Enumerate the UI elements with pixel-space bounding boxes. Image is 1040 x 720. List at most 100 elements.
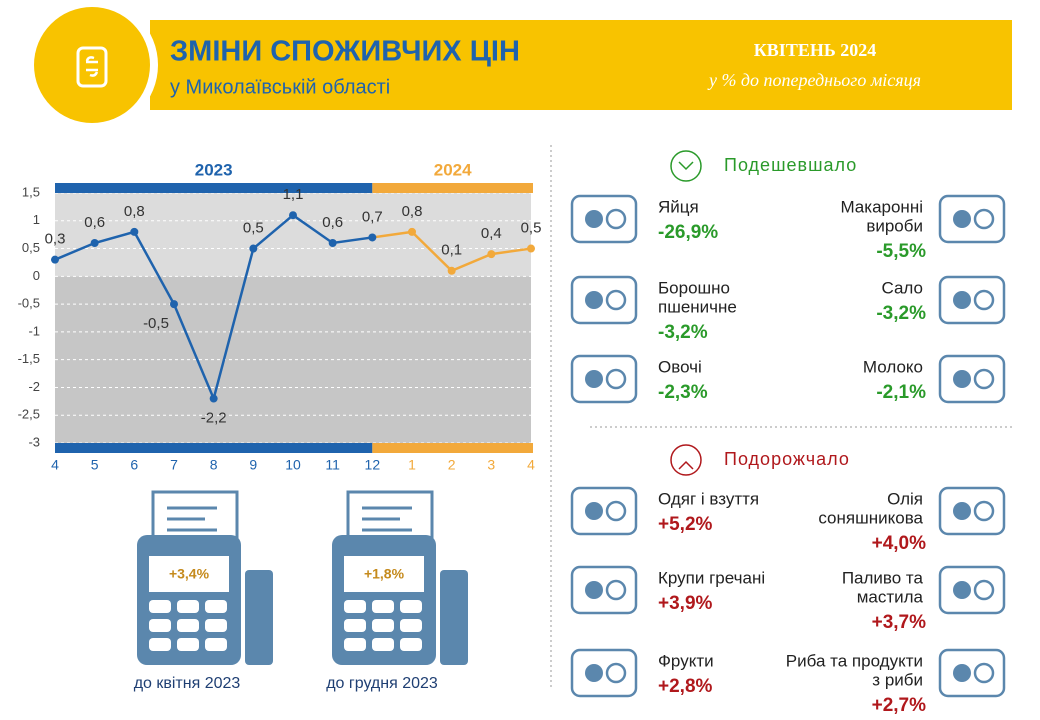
receipt-label: до грудня 2023 xyxy=(326,675,438,692)
terminal-key xyxy=(177,638,199,651)
item-change: +2,8% xyxy=(658,676,713,697)
x-tick-label: 9 xyxy=(249,457,257,473)
item-change: +4,0% xyxy=(872,533,927,554)
item-icon xyxy=(570,354,638,404)
item-change: -26,9% xyxy=(658,222,718,243)
item-change: -2,3% xyxy=(658,382,708,403)
item-icon-detail xyxy=(605,500,627,522)
item-change: -3,2% xyxy=(658,322,708,343)
item-icon xyxy=(570,648,638,698)
item-icon-detail xyxy=(973,368,995,390)
section-icon xyxy=(670,150,702,182)
year-band xyxy=(372,443,533,453)
year-band xyxy=(372,183,533,193)
item-name: з риби xyxy=(872,670,923,689)
item-change: -3,2% xyxy=(876,303,926,324)
value-label: 0,3 xyxy=(45,231,66,248)
item-icon xyxy=(938,486,1006,536)
section-icon xyxy=(670,444,702,476)
point xyxy=(408,227,416,236)
item-name: Риба та продукти xyxy=(786,651,923,670)
x-tick-label: 5 xyxy=(91,457,99,473)
point xyxy=(487,250,496,259)
content: +3,4% до квітня 2023 +1,8% до грудня 2023 По… xyxy=(134,150,1006,716)
item-icon-detail xyxy=(973,208,995,230)
point xyxy=(289,211,297,220)
x-tick-label: 4 xyxy=(51,457,59,473)
value-label: -2,2 xyxy=(201,410,227,427)
section-title: Подешевшало xyxy=(724,155,857,175)
point xyxy=(90,239,99,247)
item-icon xyxy=(938,194,1006,244)
item-icon-detail xyxy=(953,581,971,599)
y-tick-label: 1 xyxy=(33,212,40,227)
item-icon-detail xyxy=(605,368,627,390)
value-label: 0,6 xyxy=(322,214,343,231)
terminal-key xyxy=(205,638,227,651)
item-change: +2,7% xyxy=(872,695,927,716)
terminal-key xyxy=(344,600,366,613)
x-tick-label: 6 xyxy=(130,457,138,473)
item-icon-detail xyxy=(973,289,995,311)
line-chart: 1,5 1 0,5 0 -0,5 -1 -1,5 -2 -2,5 -3 2023 2024 0,3 4 0,… xyxy=(18,160,542,472)
title: ЗМІНИ СПОЖИВЧИХ ЦІН xyxy=(170,36,520,68)
item-icon xyxy=(938,565,1006,615)
point xyxy=(130,227,139,236)
value-label: 0,4 xyxy=(481,225,502,242)
terminal-key xyxy=(372,619,394,632)
item-name: Фрукти xyxy=(658,651,714,670)
terminal-key xyxy=(372,638,394,651)
point xyxy=(527,244,535,253)
point xyxy=(368,233,377,242)
terminal-key xyxy=(205,619,227,632)
year-band xyxy=(55,183,373,193)
item-change: -5,5% xyxy=(876,241,926,262)
item-name: соняшникова xyxy=(818,508,923,527)
section-title: Подорожчало xyxy=(724,449,850,469)
item-name: Яйця xyxy=(658,197,699,216)
y-tick-label: -1,5 xyxy=(18,351,40,366)
value-label: 0,6 xyxy=(84,214,105,231)
y-tick-label: -1 xyxy=(28,323,40,338)
item-icon xyxy=(570,565,638,615)
item-name: Одяг і взуття xyxy=(658,489,759,508)
item-change: +5,2% xyxy=(658,514,713,535)
item-icon-detail xyxy=(973,579,995,601)
item-name: вироби xyxy=(866,216,923,235)
item-change: +3,9% xyxy=(658,593,713,614)
series-connector xyxy=(372,230,413,239)
item-icon-detail xyxy=(585,664,603,682)
point xyxy=(328,239,337,247)
value-label: 1,1 xyxy=(283,186,304,203)
y-tick-label: -0,5 xyxy=(18,296,40,311)
item-icon-detail xyxy=(605,579,627,601)
year-label: 2023 xyxy=(195,160,233,179)
year-band xyxy=(55,443,373,453)
item-change: +3,7% xyxy=(872,612,927,633)
value-label: 0,7 xyxy=(362,208,383,225)
item-icon-detail xyxy=(973,500,995,522)
item-name: Борошно xyxy=(658,278,730,297)
item-icon-detail xyxy=(585,581,603,599)
terminal-key xyxy=(205,600,227,613)
year-label: 2024 xyxy=(434,160,472,179)
period: КВІТЕНЬ 2024 xyxy=(754,40,876,60)
header-band xyxy=(150,20,1012,110)
item-icon xyxy=(570,275,638,325)
value-label: 0,5 xyxy=(521,220,542,237)
item-name: пшеничне xyxy=(658,297,737,316)
item-icon-detail xyxy=(953,664,971,682)
terminal-key xyxy=(177,600,199,613)
item-name: мастила xyxy=(857,587,924,606)
terminal-key xyxy=(400,638,422,651)
item-name: Овочі xyxy=(658,357,702,376)
item-icon-detail xyxy=(605,208,627,230)
x-tick-label: 1 xyxy=(408,457,416,473)
x-tick-label: 4 xyxy=(527,457,535,473)
item-icon-detail xyxy=(953,291,971,309)
period-note: у % до попереднього місяця xyxy=(707,70,921,90)
y-tick-label: 0 xyxy=(33,268,40,283)
item-icon-detail xyxy=(585,291,603,309)
y-tick-label: -3 xyxy=(28,434,40,449)
